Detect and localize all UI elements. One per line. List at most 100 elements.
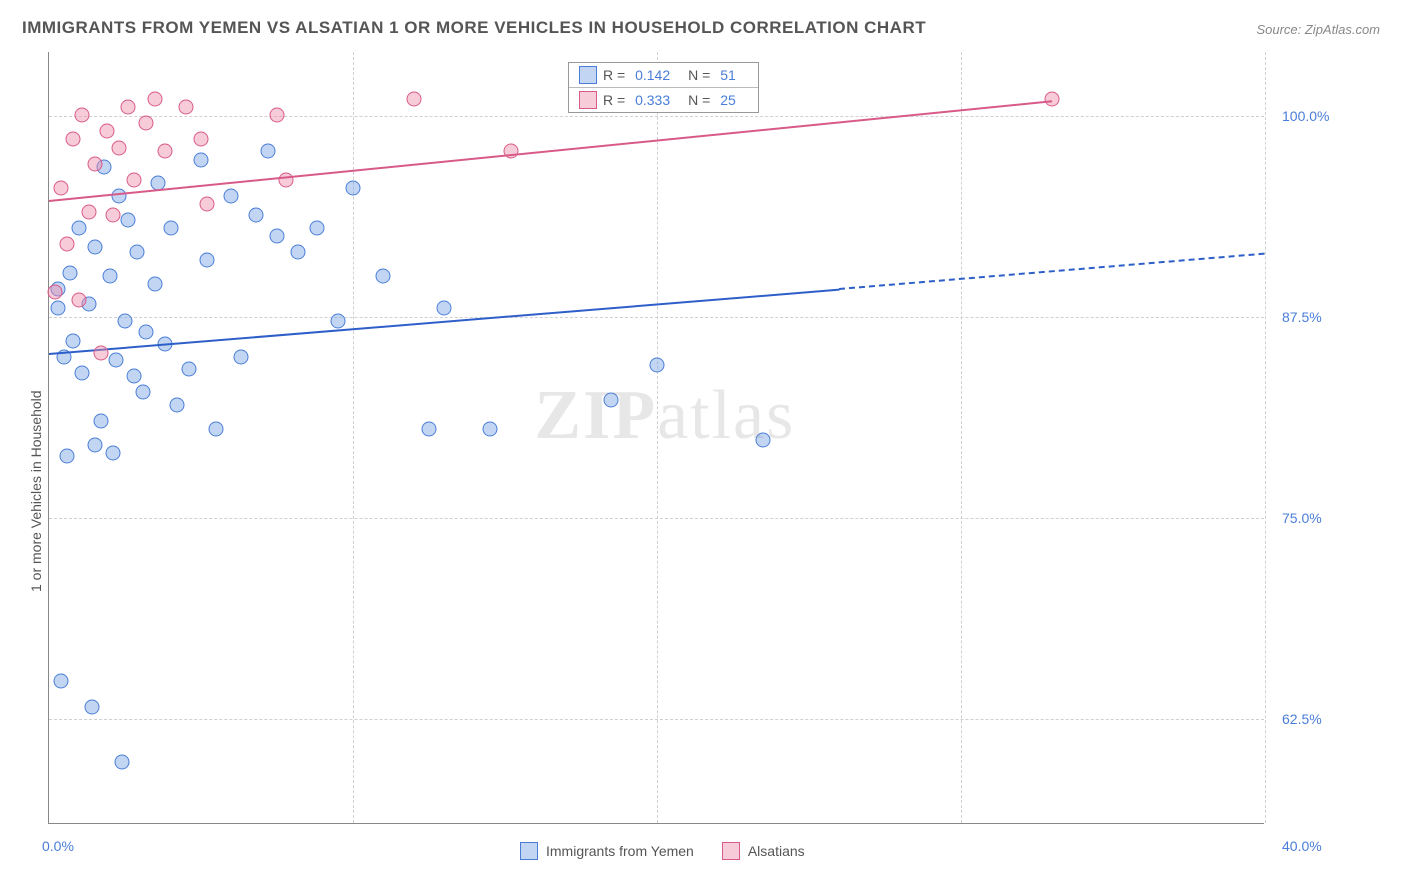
chart-container: IMMIGRANTS FROM YEMEN VS ALSATIAN 1 OR M… xyxy=(0,0,1406,892)
y-tick-label: 100.0% xyxy=(1282,108,1329,124)
scatter-point xyxy=(66,132,81,147)
scatter-point xyxy=(1045,92,1060,107)
trend-line xyxy=(839,253,1265,290)
y-axis-title: 1 or more Vehicles in Household xyxy=(28,391,44,593)
scatter-point xyxy=(114,754,129,769)
gridline-v xyxy=(657,52,658,823)
scatter-point xyxy=(127,172,142,187)
gridline-v xyxy=(353,52,354,823)
scatter-point xyxy=(376,269,391,284)
scatter-point xyxy=(169,397,184,412)
chart-title: IMMIGRANTS FROM YEMEN VS ALSATIAN 1 OR M… xyxy=(22,18,926,38)
scatter-point xyxy=(330,314,345,329)
scatter-point xyxy=(650,357,665,372)
scatter-point xyxy=(93,346,108,361)
stats-legend-box: R = 0.142 N = 51 R = 0.333 N = 25 xyxy=(568,62,759,113)
legend-item: Immigrants from Yemen xyxy=(520,842,694,860)
scatter-point xyxy=(60,449,75,464)
gridline-v xyxy=(1265,52,1266,823)
x-tick-label: 40.0% xyxy=(1282,838,1322,854)
stats-row: R = 0.142 N = 51 xyxy=(569,63,758,88)
gridline-v xyxy=(961,52,962,823)
scatter-point xyxy=(121,212,136,227)
plot-area xyxy=(48,52,1264,824)
r-label: R = xyxy=(603,67,625,83)
scatter-point xyxy=(54,180,69,195)
scatter-point xyxy=(111,188,126,203)
scatter-point xyxy=(130,245,145,260)
scatter-point xyxy=(66,333,81,348)
scatter-point xyxy=(72,220,87,235)
scatter-point xyxy=(105,446,120,461)
scatter-point xyxy=(422,421,437,436)
legend-bottom: Immigrants from Yemen Alsatians xyxy=(520,842,805,860)
scatter-point xyxy=(118,314,133,329)
scatter-point xyxy=(200,196,215,211)
scatter-point xyxy=(291,245,306,260)
scatter-point xyxy=(346,180,361,195)
scatter-point xyxy=(81,204,96,219)
series-swatch xyxy=(579,66,597,84)
scatter-point xyxy=(163,220,178,235)
scatter-point xyxy=(604,393,619,408)
y-tick-label: 75.0% xyxy=(1282,510,1322,526)
scatter-point xyxy=(270,228,285,243)
scatter-point xyxy=(148,92,163,107)
scatter-point xyxy=(136,384,151,399)
scatter-point xyxy=(72,293,87,308)
scatter-point xyxy=(121,100,136,115)
scatter-point xyxy=(148,277,163,292)
scatter-point xyxy=(54,674,69,689)
scatter-point xyxy=(87,438,102,453)
scatter-point xyxy=(111,140,126,155)
scatter-point xyxy=(75,365,90,380)
x-tick-label: 0.0% xyxy=(42,838,74,854)
n-label: N = xyxy=(688,67,710,83)
scatter-point xyxy=(139,116,154,131)
r-label: R = xyxy=(603,92,625,108)
scatter-point xyxy=(75,108,90,123)
scatter-point xyxy=(260,143,275,158)
n-value: 51 xyxy=(716,67,735,83)
scatter-point xyxy=(63,265,78,280)
scatter-point xyxy=(60,237,75,252)
scatter-point xyxy=(482,421,497,436)
scatter-point xyxy=(127,368,142,383)
series-swatch xyxy=(579,91,597,109)
scatter-point xyxy=(200,253,215,268)
scatter-point xyxy=(270,108,285,123)
scatter-point xyxy=(51,301,66,316)
scatter-point xyxy=(93,413,108,428)
n-label: N = xyxy=(688,92,710,108)
n-value: 25 xyxy=(716,92,735,108)
scatter-point xyxy=(108,352,123,367)
y-tick-label: 62.5% xyxy=(1282,711,1322,727)
scatter-point xyxy=(233,349,248,364)
scatter-point xyxy=(248,208,263,223)
scatter-point xyxy=(87,240,102,255)
legend-swatch xyxy=(722,842,740,860)
scatter-point xyxy=(139,325,154,340)
scatter-point xyxy=(178,100,193,115)
r-value: 0.333 xyxy=(631,92,670,108)
scatter-point xyxy=(194,153,209,168)
scatter-point xyxy=(48,285,63,300)
scatter-point xyxy=(181,362,196,377)
scatter-point xyxy=(194,132,209,147)
y-tick-label: 87.5% xyxy=(1282,309,1322,325)
stats-row: R = 0.333 N = 25 xyxy=(569,88,758,112)
source-label: Source: ZipAtlas.com xyxy=(1256,22,1380,37)
scatter-point xyxy=(309,220,324,235)
scatter-point xyxy=(105,208,120,223)
r-value: 0.142 xyxy=(631,67,670,83)
scatter-point xyxy=(224,188,239,203)
scatter-point xyxy=(437,301,452,316)
scatter-point xyxy=(209,421,224,436)
scatter-point xyxy=(87,156,102,171)
legend-swatch xyxy=(520,842,538,860)
scatter-point xyxy=(102,269,117,284)
trend-line xyxy=(49,288,840,354)
legend-label: Alsatians xyxy=(748,843,805,859)
scatter-point xyxy=(406,92,421,107)
scatter-point xyxy=(756,433,771,448)
